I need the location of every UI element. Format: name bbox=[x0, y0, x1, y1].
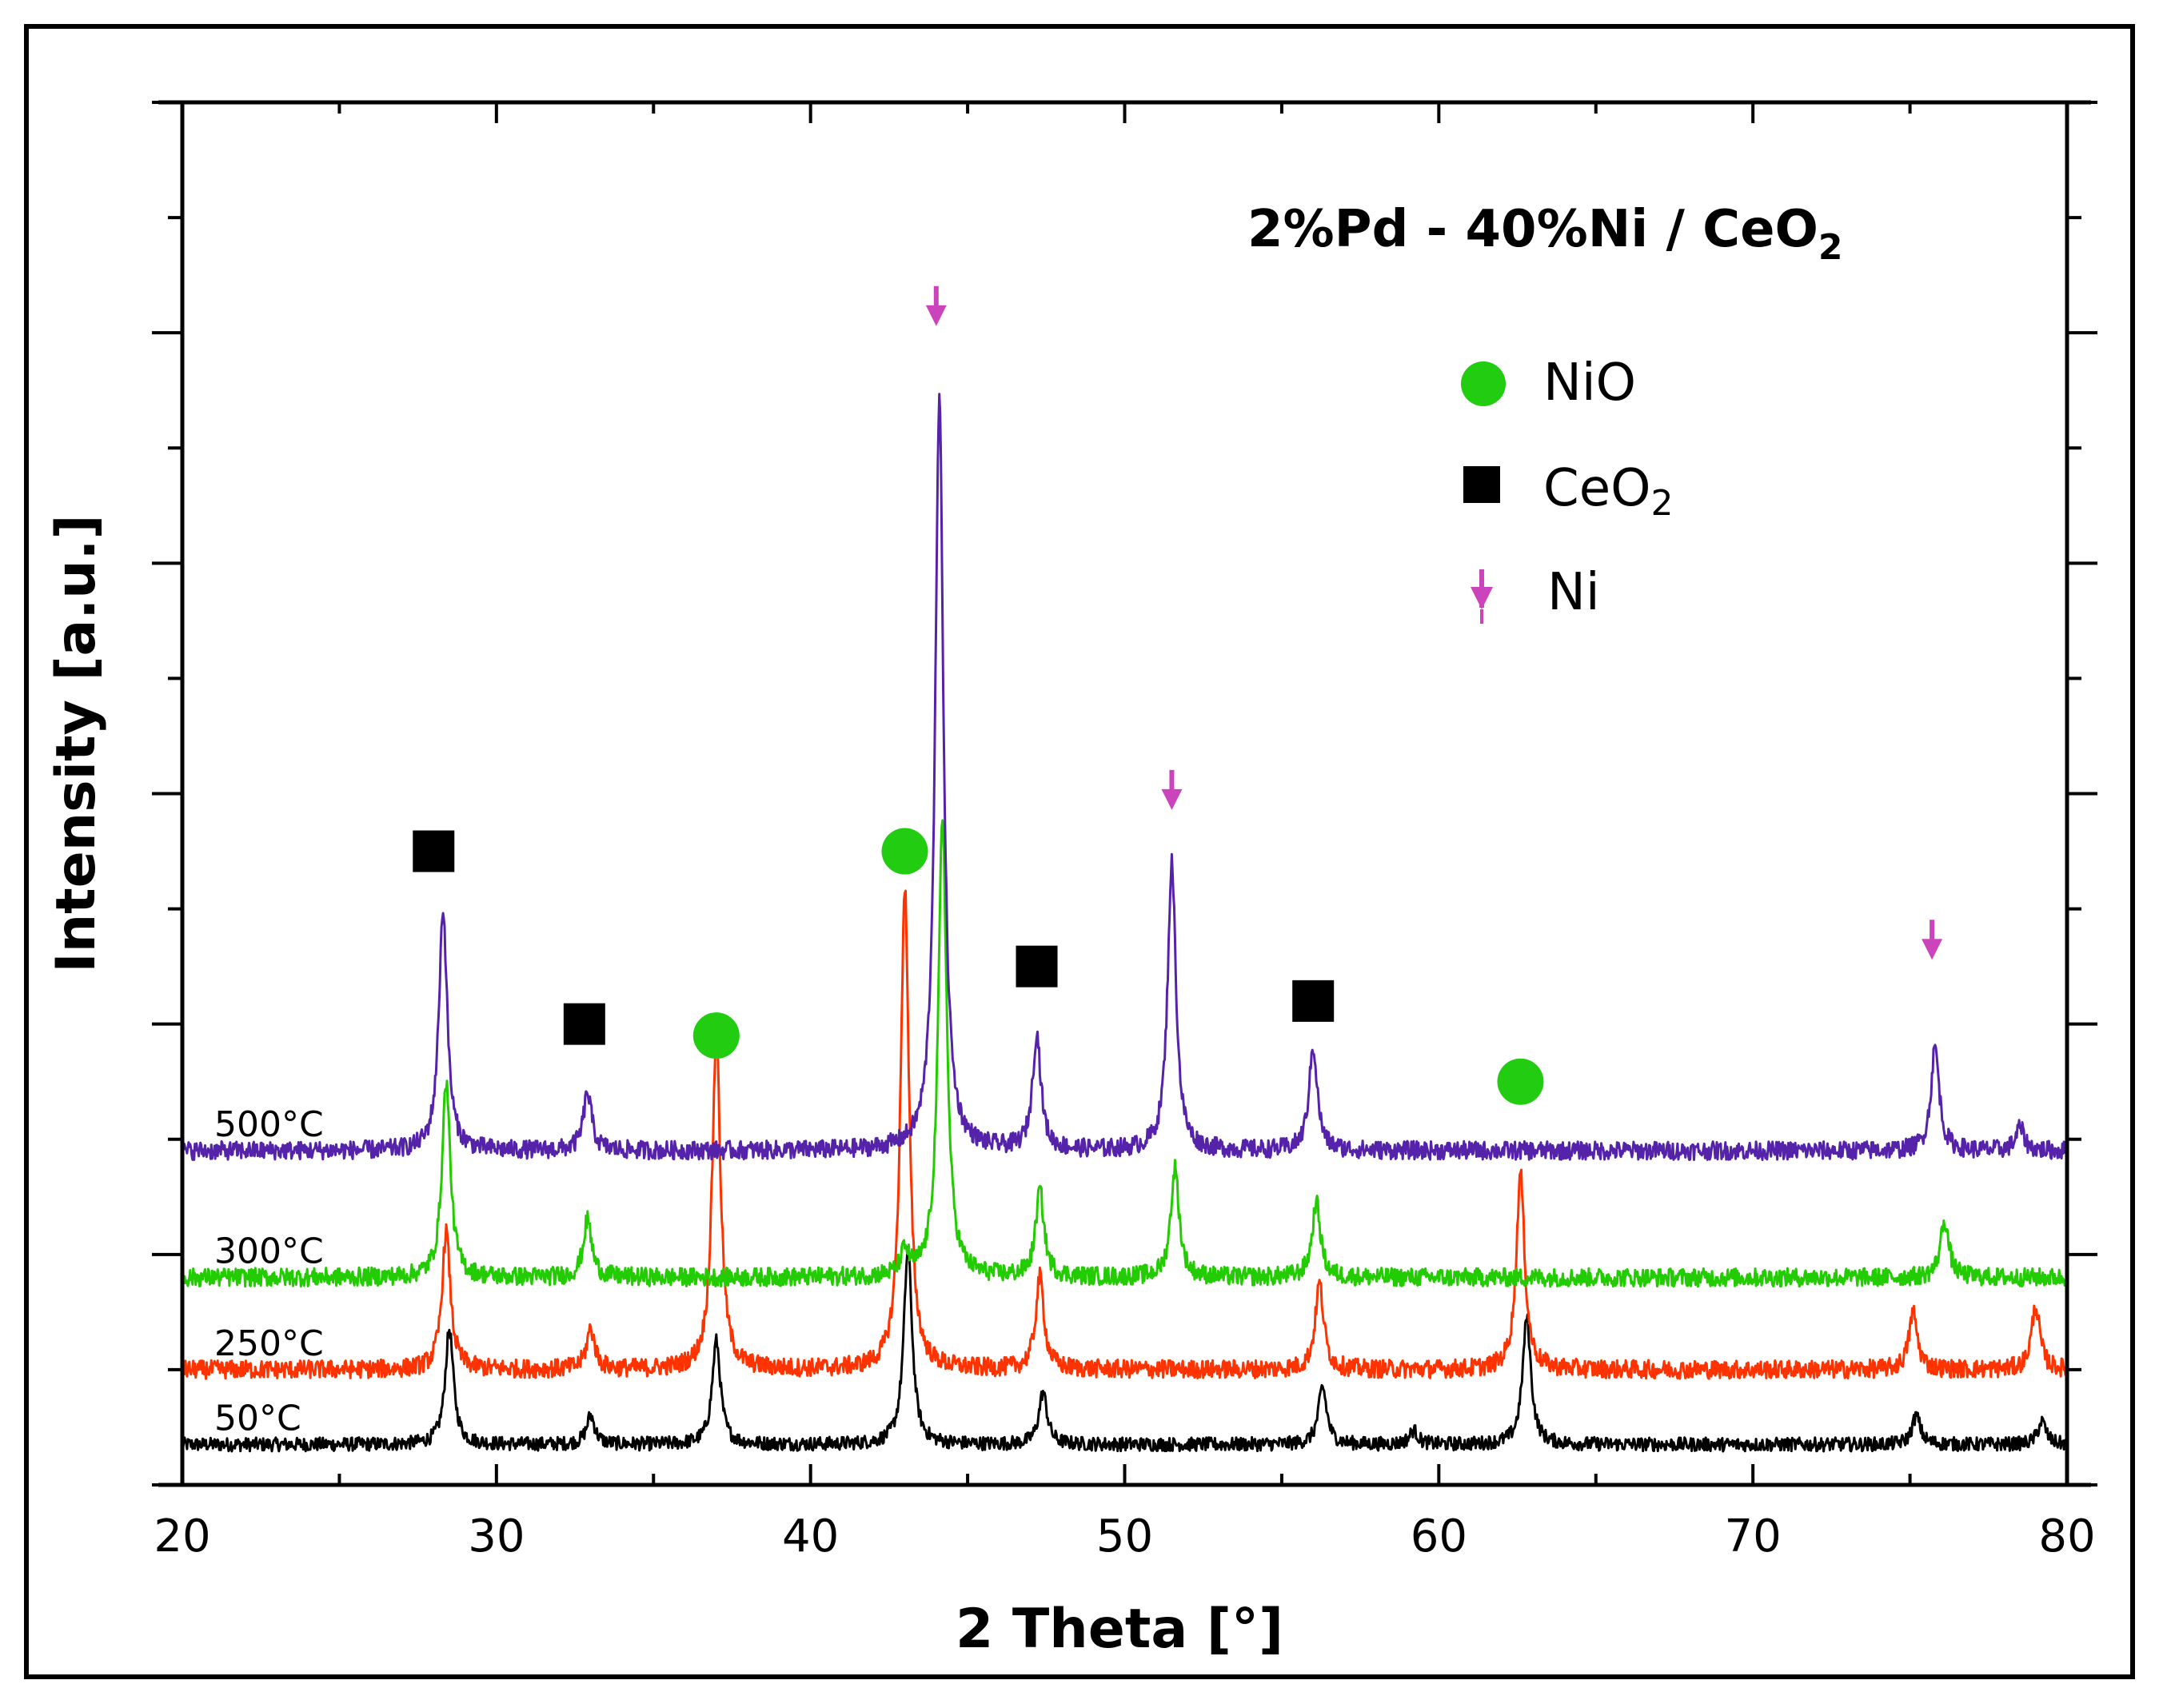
chart-title: 2%Pd - 40%Ni / CeO2 bbox=[1247, 200, 1843, 268]
legend-ni-marker bbox=[1471, 569, 1493, 624]
series-label-2: 250°C bbox=[214, 1323, 324, 1364]
ceo2-peak-marker bbox=[1292, 980, 1335, 1022]
x-tick-label: 50 bbox=[1096, 1510, 1153, 1562]
series-label-3: 300°C bbox=[214, 1231, 324, 1272]
x-tick-label: 30 bbox=[468, 1510, 525, 1562]
nio-peak-marker bbox=[692, 1012, 740, 1060]
ni-peak-marker bbox=[1161, 769, 1183, 810]
legend-ceo2-label-subscript: 2 bbox=[1650, 483, 1673, 524]
y-axis-title: Intensity [a.u.] bbox=[45, 514, 108, 972]
ni-peak-marker bbox=[1922, 920, 1943, 960]
ceo2-peak-marker bbox=[1016, 945, 1058, 988]
x-tick-label: 20 bbox=[154, 1510, 210, 1562]
nio-peak-marker bbox=[881, 828, 928, 875]
x-tick-label: 80 bbox=[2038, 1510, 2095, 1562]
marker-layer bbox=[413, 285, 1943, 1105]
series-line-1 bbox=[181, 1245, 2069, 1453]
x-tick-label: 60 bbox=[1411, 1510, 1467, 1562]
figure-frame bbox=[24, 24, 2135, 1679]
legend-nio-label: NiO bbox=[1543, 353, 1636, 413]
ni-peak-marker bbox=[925, 285, 947, 326]
chart-title-subscript: 2 bbox=[1818, 227, 1843, 268]
axes-layer: 20 30 40 50 60 70 80 bbox=[152, 100, 2097, 1562]
series-layer: 50°C 250°C 300°C 500°C bbox=[181, 393, 2069, 1453]
legend-ceo2-label: CeO2 bbox=[1543, 459, 1673, 524]
legend-ni-label: Ni bbox=[1547, 563, 1600, 622]
series-line-4 bbox=[181, 393, 2068, 1161]
x-tick-label: 40 bbox=[782, 1510, 839, 1562]
legend: NiO CeO2 Ni bbox=[1461, 353, 1673, 624]
legend-nio-marker bbox=[1461, 361, 1506, 406]
legend-ceo2-marker bbox=[1463, 466, 1500, 503]
series-label-4: 500°C bbox=[214, 1104, 324, 1145]
x-axis-title: 2 Theta [°] bbox=[956, 1598, 1283, 1661]
nio-peak-marker bbox=[1497, 1058, 1544, 1105]
chart-title-main: 2%Pd - 40%Ni / CeO bbox=[1247, 200, 1818, 259]
series-label-1: 50°C bbox=[214, 1399, 301, 1439]
legend-ceo2-label-main: CeO bbox=[1543, 459, 1650, 518]
series-line-3 bbox=[181, 819, 2068, 1288]
ceo2-peak-marker bbox=[413, 830, 455, 872]
series-line-2 bbox=[181, 889, 2069, 1380]
x-tick-label: 70 bbox=[1725, 1510, 1782, 1562]
ceo2-peak-marker bbox=[563, 1003, 605, 1045]
